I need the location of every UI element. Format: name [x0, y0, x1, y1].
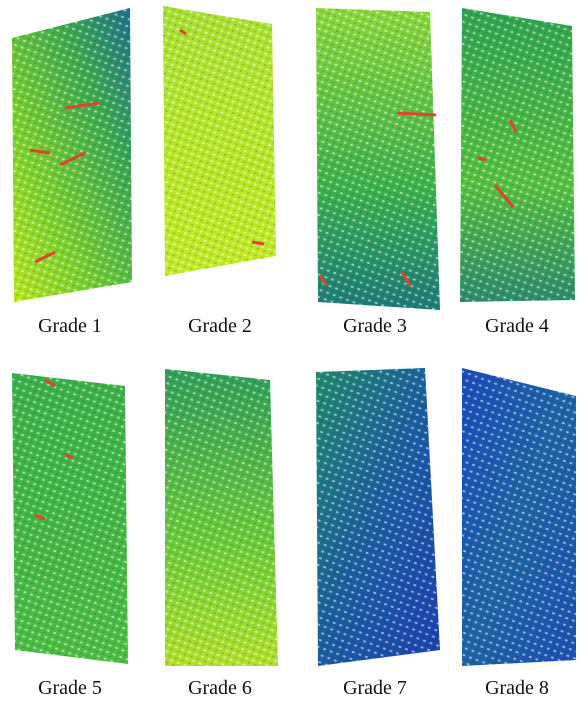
panel-label: Grade 4	[485, 315, 549, 337]
panel-label: Grade 7	[343, 677, 407, 699]
panel-label: Grade 5	[38, 677, 102, 699]
texture	[12, 373, 128, 664]
panel-label: Grade 8	[485, 677, 549, 699]
panel-label: Grade 2	[188, 315, 252, 337]
panel: Grade 5	[12, 373, 128, 699]
texture	[12, 8, 132, 302]
figure: Grade 1 Grade 2 Grade 3 Grade 4 Grade 5 …	[0, 0, 587, 706]
panel: Grade 4	[460, 8, 575, 337]
texture	[165, 369, 278, 666]
panel: Grade 6	[165, 369, 278, 699]
texture	[316, 8, 440, 310]
panel: Grade 2	[163, 6, 276, 337]
texture	[163, 6, 276, 276]
texture	[316, 368, 440, 666]
panel-label: Grade 6	[188, 677, 252, 699]
texture	[460, 8, 575, 302]
panel: Grade 3	[316, 8, 440, 337]
panel: Grade 1	[12, 8, 132, 337]
panel: Grade 7	[316, 368, 440, 699]
panel: Grade 8	[462, 368, 576, 699]
panel-label: Grade 3	[343, 315, 407, 337]
texture	[462, 368, 576, 666]
panel-label: Grade 1	[38, 315, 102, 337]
